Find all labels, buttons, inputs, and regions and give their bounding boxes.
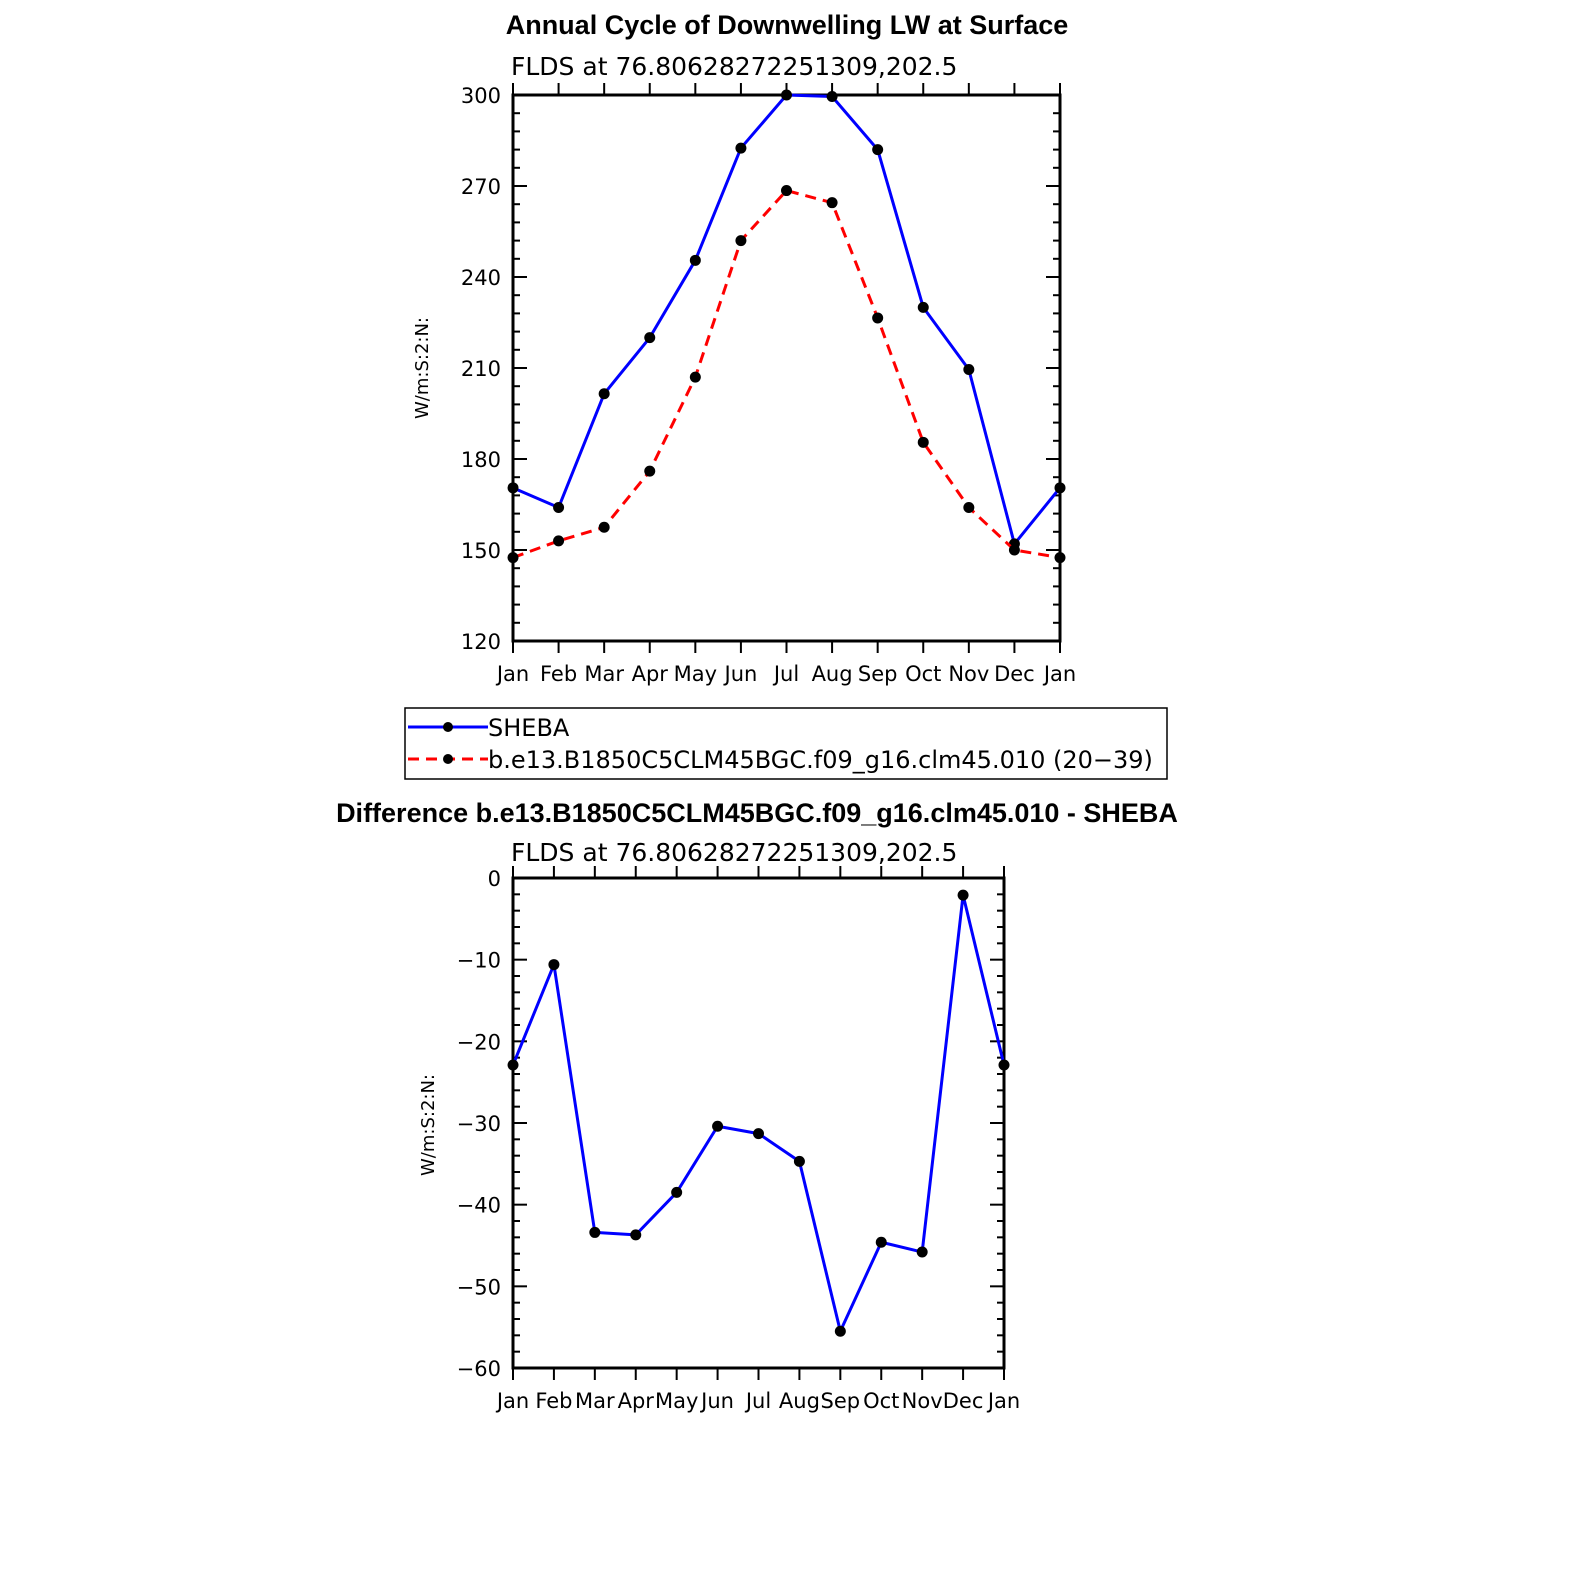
- x-tick-label: Dec: [994, 662, 1035, 686]
- data-point: [507, 1059, 519, 1071]
- legend-label-sheba: SHEBA: [488, 714, 570, 742]
- y-tick-label: 210: [461, 357, 501, 381]
- x-tick-label: Sep: [858, 662, 898, 686]
- x-tick-label: Oct: [863, 1389, 899, 1413]
- series-line: [511, 893, 1006, 1333]
- chart-subtitle: FLDS at 76.80628272251309,202.5: [511, 838, 957, 867]
- x-tick-label: Jun: [723, 662, 758, 686]
- data-point: [998, 1059, 1010, 1071]
- x-tick-label: Jan: [986, 1389, 1020, 1413]
- chart-title: Difference b.e13.B1850C5CLM45BGC.f09_g16…: [336, 798, 1178, 828]
- data-point: [598, 521, 610, 533]
- x-tick-label: Aug: [779, 1389, 820, 1413]
- y-tick-label: −60: [457, 1357, 501, 1381]
- x-tick-label: Feb: [540, 662, 577, 686]
- data-point: [826, 91, 838, 103]
- legend-label-model: b.e13.B1850C5CLM45BGC.f09_g16.clm45.010 …: [488, 746, 1153, 774]
- data-point: [689, 254, 701, 266]
- x-tick-label: May: [674, 662, 717, 686]
- x-tick-label: Mar: [575, 1389, 615, 1413]
- data-point: [507, 552, 519, 564]
- x-tick-label: Sep: [821, 1389, 861, 1413]
- data-point: [553, 502, 565, 514]
- x-tick-label: May: [655, 1389, 698, 1413]
- y-tick-label: 180: [461, 448, 501, 472]
- data-point: [826, 197, 838, 209]
- legend-box: [404, 707, 1168, 780]
- data-point: [916, 1246, 928, 1258]
- data-point: [735, 235, 747, 247]
- x-tick-label: Jan: [495, 1389, 529, 1413]
- x-tick-label: Apr: [632, 662, 669, 686]
- y-tick-label: 240: [461, 266, 501, 290]
- data-point: [963, 502, 975, 514]
- y-tick-label: 270: [461, 175, 501, 199]
- legend-marker-sheba: [443, 722, 453, 732]
- data-point: [644, 465, 656, 477]
- x-tick-label: Aug: [812, 662, 853, 686]
- data-point: [689, 371, 701, 383]
- x-tick-label: Nov: [902, 1389, 943, 1413]
- legend-marker-model: [443, 754, 453, 764]
- data-point: [507, 482, 519, 494]
- data-point: [872, 312, 884, 324]
- annual-cycle-chart: Annual Cycle of Downwelling LW at Surfac…: [412, 10, 1076, 686]
- x-tick-label: Oct: [905, 662, 941, 686]
- y-tick-label: 120: [461, 630, 501, 654]
- legend: SHEBA b.e13.B1850C5CLM45BGC.f09_g16.clm4…: [404, 707, 1168, 780]
- plot-frame: [511, 93, 1062, 643]
- data-point: [753, 1128, 764, 1140]
- x-tick-label: Apr: [618, 1389, 655, 1413]
- x-tick-label: Feb: [535, 1389, 572, 1413]
- x-tick-label: Jun: [699, 1389, 734, 1413]
- data-point: [671, 1186, 683, 1198]
- x-tick-label: Nov: [948, 662, 989, 686]
- difference-chart: Difference b.e13.B1850C5CLM45BGC.f09_g16…: [336, 798, 1178, 1413]
- data-point: [553, 535, 565, 547]
- data-point: [1008, 544, 1020, 556]
- y-tick-label: 150: [461, 539, 501, 563]
- data-point: [834, 1325, 846, 1337]
- x-tick-label: Jan: [495, 662, 529, 686]
- y-tick-label: 300: [461, 84, 501, 108]
- data-point: [917, 301, 929, 313]
- chart-title: Annual Cycle of Downwelling LW at Surfac…: [506, 10, 1069, 40]
- x-tick-label: Jan: [1042, 662, 1076, 686]
- data-point: [872, 144, 884, 156]
- data-point: [589, 1226, 601, 1238]
- data-point: [963, 364, 975, 376]
- data-point: [957, 889, 969, 901]
- data-point: [712, 1120, 724, 1132]
- data-point: [875, 1236, 887, 1248]
- data-point: [1054, 482, 1066, 494]
- x-tick-label: Mar: [584, 662, 624, 686]
- y-tick-label: −30: [457, 1112, 501, 1136]
- data-point: [917, 436, 929, 448]
- plot-frame: [511, 876, 1006, 1370]
- data-point: [781, 185, 792, 197]
- data-point: [598, 388, 610, 400]
- data-point: [735, 142, 747, 154]
- y-tick-label: −10: [457, 949, 501, 973]
- data-point: [644, 332, 656, 344]
- data-point: [548, 959, 560, 971]
- data-point: [793, 1155, 805, 1167]
- chart-subtitle: FLDS at 76.80628272251309,202.5: [511, 52, 957, 81]
- y-tick-label: 0: [488, 867, 501, 891]
- x-tick-label: Jul: [772, 662, 799, 686]
- data-point: [1054, 552, 1066, 564]
- x-tick-label: Dec: [943, 1389, 984, 1413]
- y-axis-label: W/m:S:2:N:: [418, 1074, 439, 1176]
- y-axis-label: W/m:S:2:N:: [412, 317, 433, 419]
- series-line: [512, 189, 1061, 560]
- y-tick-label: −20: [457, 1030, 501, 1054]
- series-line: [512, 93, 1062, 546]
- y-tick-label: −40: [457, 1194, 501, 1218]
- data-point: [630, 1229, 642, 1241]
- data-point: [781, 89, 792, 101]
- y-tick-label: −50: [457, 1275, 501, 1299]
- x-tick-label: Jul: [744, 1389, 771, 1413]
